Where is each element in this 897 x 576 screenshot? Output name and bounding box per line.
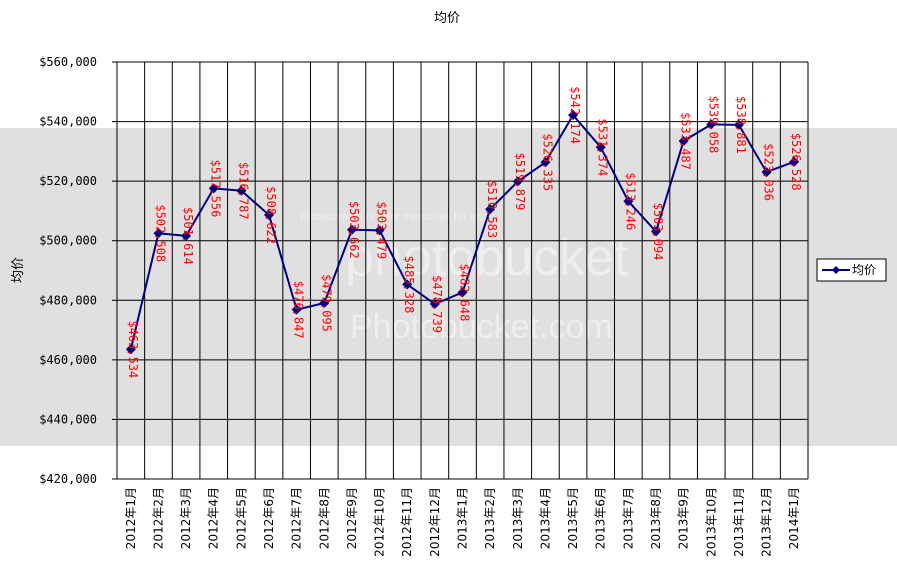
x-tick-label: 2012年4月: [207, 487, 221, 549]
x-tick-label: 2013年4月: [538, 487, 552, 549]
watermark-brand: photobucket: [345, 229, 629, 287]
data-label: $513,246: [623, 172, 637, 230]
x-tick-label: 2014年1月: [787, 487, 801, 549]
data-point: [789, 156, 800, 167]
data-point: [595, 142, 606, 153]
data-label: $503,479: [375, 201, 389, 259]
y-tick-label: $520,000: [39, 174, 97, 188]
x-tick-label: 2013年12月: [760, 487, 774, 557]
data-point: [512, 176, 523, 187]
data-label: $519,879: [513, 153, 527, 211]
data-label: $523,036: [762, 143, 776, 201]
x-tick-label: 2013年3月: [511, 487, 525, 549]
data-label: $503,094: [651, 203, 665, 261]
x-tick-label: 2012年9月: [345, 487, 359, 549]
data-point: [346, 224, 357, 235]
x-tick-label: 2013年11月: [732, 487, 746, 557]
data-label: $538,881: [734, 96, 748, 154]
x-tick-label: 2013年10月: [704, 487, 718, 557]
x-tick-label: 2013年2月: [483, 487, 497, 549]
data-point: [291, 304, 302, 315]
data-label: $526,528: [789, 133, 803, 191]
data-label: $485,328: [402, 256, 416, 314]
y-tick-label: $460,000: [39, 353, 97, 367]
data-label: $503,662: [347, 201, 361, 259]
y-tick-label: $440,000: [39, 412, 97, 426]
data-point: [236, 185, 247, 196]
data-point: [402, 279, 413, 290]
x-tick-label: 2013年6月: [594, 487, 608, 549]
data-label: $501,614: [181, 207, 195, 265]
data-point: [429, 299, 440, 310]
y-tick-label: $540,000: [39, 115, 97, 129]
legend-marker: [832, 266, 840, 274]
x-tick-label: 2012年2月: [151, 487, 165, 549]
data-label: $510,583: [485, 180, 499, 238]
data-point: [540, 157, 551, 168]
x-tick-label: 2012年1月: [124, 487, 138, 549]
data-label: $478,739: [430, 275, 444, 333]
x-tick-label: 2013年5月: [566, 487, 580, 549]
data-label: $502,508: [153, 204, 167, 262]
data-point: [208, 183, 219, 194]
x-tick-label: 2012年10月: [373, 487, 387, 557]
data-label: $516,787: [236, 162, 250, 220]
data-label: $463,534: [126, 320, 140, 378]
y-tick-label: $480,000: [39, 293, 97, 307]
x-tick-label: 2012年3月: [179, 487, 193, 549]
data-label: $542,174: [568, 86, 582, 144]
data-point: [650, 226, 661, 237]
data-label: $526,335: [540, 133, 554, 191]
y-axis-label: 均价: [11, 257, 26, 283]
data-label: $517,556: [209, 160, 223, 218]
x-tick-label: 2012年5月: [234, 487, 248, 549]
data-label: $479,095: [319, 274, 333, 332]
data-label: $533,487: [679, 112, 693, 170]
x-tick-label: 2013年7月: [621, 487, 635, 549]
y-tick-label: $560,000: [39, 55, 97, 69]
legend-box: [816, 258, 887, 282]
data-point: [153, 228, 164, 239]
y-tick-label: $420,000: [39, 472, 97, 486]
x-tick-label: 2012年6月: [262, 487, 276, 549]
chart-title: 均价: [434, 11, 460, 26]
data-point: [678, 135, 689, 146]
data-label: $531,374: [596, 118, 610, 176]
x-tick-label: 2012年7月: [290, 487, 304, 549]
legend-label: 均价: [852, 263, 876, 277]
data-label: $508,622: [264, 186, 278, 244]
data-label: $476,847: [292, 281, 306, 339]
legend: 均价: [816, 258, 887, 282]
x-tick-label: 2013年1月: [456, 487, 470, 549]
data-point: [125, 344, 136, 355]
x-tick-label: 2013年9月: [677, 487, 691, 549]
data-point: [623, 196, 634, 207]
data-point: [485, 204, 496, 215]
data-label: $539,058: [706, 95, 720, 153]
x-tick-label: 2012年11月: [400, 487, 414, 557]
x-tick-label: 2012年8月: [317, 487, 331, 549]
data-point: [706, 119, 717, 130]
data-point: [181, 230, 192, 241]
data-point: [319, 297, 330, 308]
data-label: $482,648: [458, 264, 472, 322]
data-point: [568, 110, 579, 121]
data-point: [457, 287, 468, 298]
x-tick-label: 2012年12月: [428, 487, 442, 557]
x-tick-label: 2013年8月: [649, 487, 663, 549]
data-point: [374, 225, 385, 236]
data-point: [733, 119, 744, 130]
watermark-line2: Photobucket.com: [350, 308, 613, 346]
data-point: [264, 210, 275, 221]
y-tick-label: $500,000: [39, 234, 97, 248]
data-point: [761, 167, 772, 178]
watermark-line1: Protect more of your memories for less!: [300, 211, 493, 223]
